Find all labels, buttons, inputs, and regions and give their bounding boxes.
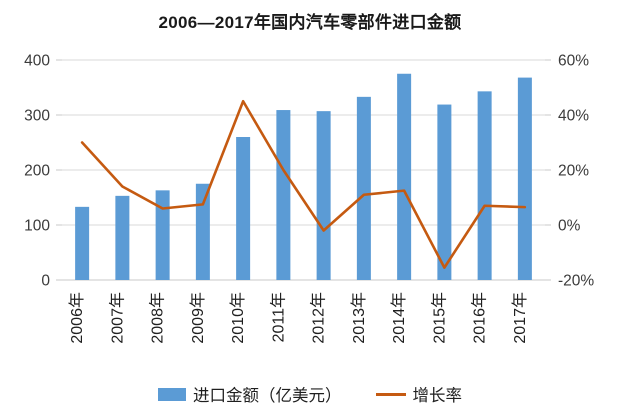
right-axis-tick-label: 20% [558, 163, 589, 180]
bar-2006年[interactable] [75, 206, 90, 280]
chart-legend: 进口金额（亿美元） 增长率 [0, 382, 620, 406]
right-axis-tick-label: 60% [558, 53, 589, 70]
x-axis-label-2007年: 2007年 [108, 292, 126, 344]
bar-2014年[interactable] [397, 73, 412, 280]
right-axis-tick-label: 0% [558, 218, 581, 235]
legend-line-swatch-icon [375, 392, 406, 396]
x-axis-label-2014年: 2014年 [390, 292, 408, 344]
left-axis-tick-label: 100 [24, 218, 50, 235]
bar-2017年[interactable] [517, 77, 532, 280]
x-axis-label-2013年: 2013年 [350, 292, 368, 344]
legend-label-growth-rate: 增长率 [412, 387, 463, 405]
legend-item-import-amount[interactable]: 进口金额（亿美元） [158, 382, 342, 406]
x-axis-label-2010年: 2010年 [229, 292, 247, 344]
bar-2010年[interactable] [236, 137, 251, 280]
right-axis-tick-label: -20% [558, 273, 594, 290]
bar-2008年[interactable] [155, 190, 170, 280]
x-axis-label-2012年: 2012年 [310, 292, 328, 344]
chart-title: 2006—2017年国内汽车零部件进口金额 [158, 13, 462, 32]
bar-2009年[interactable] [195, 183, 210, 280]
x-axis-label-2017年: 2017年 [511, 292, 529, 344]
growth-rate-line[interactable] [80, 99, 527, 269]
legend-label-import-amount: 进口金额（亿美元） [193, 387, 342, 405]
bar-2016年[interactable] [477, 91, 492, 280]
left-axis-tick-label: 400 [24, 53, 50, 70]
x-axis-label-2008年: 2008年 [149, 292, 167, 344]
legend-item-growth-rate[interactable]: 增长率 [375, 382, 463, 406]
x-axis-label-2009年: 2009年 [189, 292, 207, 344]
x-axis-label-2016年: 2016年 [471, 292, 489, 344]
bar-2011年[interactable] [276, 110, 291, 280]
left-axis-tick-label: 200 [24, 163, 50, 180]
bar-2012年[interactable] [316, 111, 331, 281]
x-axis-label-2006年: 2006年 [68, 292, 86, 344]
left-axis-tick-label: 0 [41, 273, 50, 290]
x-axis-label-2011年: 2011年 [269, 292, 287, 342]
bar-2013年[interactable] [356, 96, 371, 280]
x-axis-label-2015年: 2015年 [430, 292, 448, 344]
bar-2007年[interactable] [115, 195, 130, 280]
left-axis-tick-label: 300 [24, 108, 50, 125]
right-axis-tick-label: 40% [558, 108, 589, 125]
bar-2015年[interactable] [437, 104, 452, 280]
legend-bar-swatch-icon [158, 387, 186, 401]
